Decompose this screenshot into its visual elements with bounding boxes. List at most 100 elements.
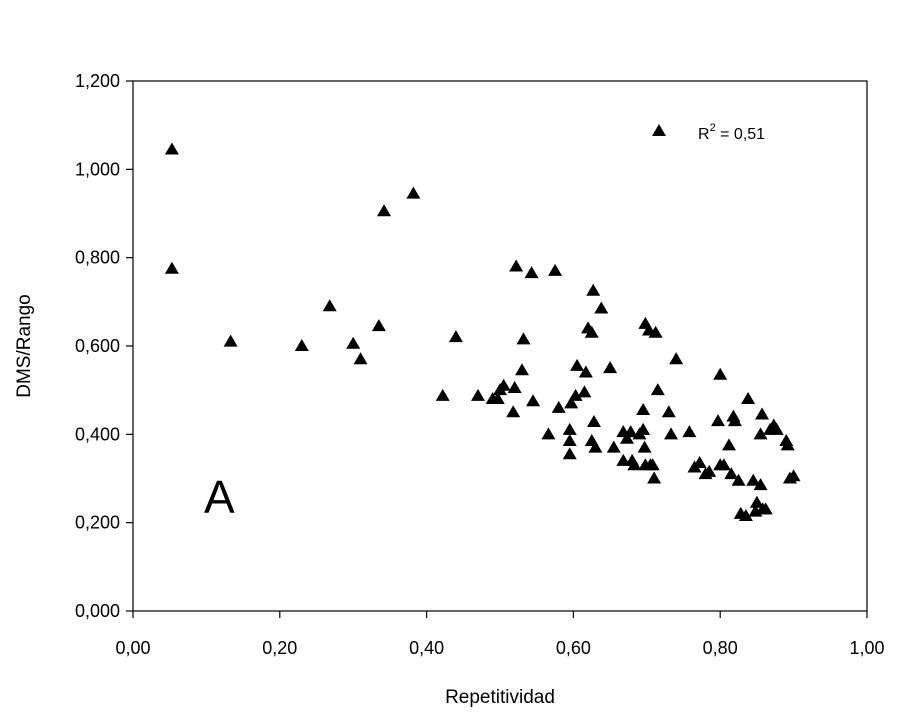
data-point xyxy=(746,473,761,486)
data-point xyxy=(780,438,795,451)
data-point xyxy=(506,405,521,418)
data-point xyxy=(586,283,601,296)
data-point xyxy=(692,456,707,469)
data-point xyxy=(627,458,642,471)
data-point xyxy=(594,301,609,314)
data-point xyxy=(353,352,368,365)
data-point xyxy=(562,422,577,435)
data-point xyxy=(164,142,179,155)
data-point xyxy=(669,352,684,365)
data-point xyxy=(406,186,421,199)
legend-marker xyxy=(652,124,666,136)
y-axis-title: DMS/Rango xyxy=(14,294,35,398)
data-point xyxy=(562,447,577,460)
data-point xyxy=(294,339,309,351)
x-tick-label: 0,40 xyxy=(409,638,444,658)
data-point xyxy=(647,471,662,484)
data-points xyxy=(164,142,801,522)
data-point xyxy=(570,358,585,371)
data-point xyxy=(664,427,679,440)
data-point xyxy=(377,204,392,217)
data-point xyxy=(526,394,541,407)
data-point xyxy=(753,427,768,440)
data-point xyxy=(564,396,579,409)
data-point xyxy=(623,425,638,438)
data-point xyxy=(716,458,731,471)
x-tick-label: 0,20 xyxy=(262,638,297,658)
legend: R2 = 0,51 xyxy=(652,122,765,143)
data-point xyxy=(702,464,717,477)
y-tick-label: 0,400 xyxy=(75,424,120,444)
data-point xyxy=(507,380,522,393)
y-tick-label: 0,800 xyxy=(75,248,120,268)
data-point xyxy=(741,392,756,404)
data-point xyxy=(710,414,725,427)
data-point xyxy=(435,388,450,401)
data-point xyxy=(524,266,539,279)
legend-r: R xyxy=(698,126,710,143)
x-tick-label: 0,80 xyxy=(703,638,738,658)
y-tick-label: 1,200 xyxy=(75,71,120,91)
plot-area xyxy=(132,80,868,612)
data-point xyxy=(650,383,665,396)
legend-value: = 0,51 xyxy=(716,126,765,143)
y-tick-label: 0,600 xyxy=(75,336,120,356)
x-tick-label: 0,00 xyxy=(115,638,150,658)
legend-label: R2 = 0,51 xyxy=(698,122,765,143)
data-point xyxy=(648,325,663,338)
x-axis-title: Repetitividad xyxy=(445,687,555,708)
data-point xyxy=(786,469,801,482)
data-point xyxy=(769,422,784,435)
data-point xyxy=(636,403,651,416)
data-point xyxy=(731,473,746,486)
x-tick-label: 1,00 xyxy=(849,638,884,658)
data-point xyxy=(448,330,463,343)
data-point xyxy=(727,414,742,427)
data-point xyxy=(661,405,676,418)
data-point xyxy=(738,509,753,522)
data-point xyxy=(603,361,618,374)
data-point xyxy=(588,440,603,453)
data-point xyxy=(758,502,773,515)
data-point xyxy=(516,332,531,345)
data-point xyxy=(722,438,737,451)
legend-superscript: 2 xyxy=(710,122,716,134)
data-point xyxy=(724,467,739,480)
data-point xyxy=(606,440,621,453)
data-point xyxy=(562,433,577,446)
data-point xyxy=(636,422,651,435)
data-point xyxy=(753,478,768,491)
data-point xyxy=(682,425,697,438)
y-tick-label: 0,200 xyxy=(75,513,120,533)
data-point xyxy=(568,388,583,401)
data-point xyxy=(346,336,361,349)
data-point xyxy=(515,363,530,376)
data-point xyxy=(577,385,592,398)
data-point xyxy=(586,414,601,427)
data-point xyxy=(496,378,511,391)
data-point xyxy=(616,453,631,466)
data-point xyxy=(322,299,337,312)
data-point xyxy=(490,392,505,404)
y-axis: 0,000 0,200 0,400 0,600 0,800 1,000 1,200 xyxy=(75,71,133,621)
data-point xyxy=(584,325,599,338)
data-point xyxy=(755,407,770,420)
data-point xyxy=(371,319,386,332)
data-point xyxy=(164,261,179,274)
data-point xyxy=(713,367,728,380)
data-point xyxy=(223,334,238,347)
data-point xyxy=(470,388,485,401)
data-point xyxy=(578,365,593,378)
data-point xyxy=(551,400,566,413)
data-point xyxy=(541,427,556,440)
data-point xyxy=(645,458,660,471)
data-point xyxy=(637,440,652,453)
panel-letter: A xyxy=(204,471,235,523)
y-tick-label: 1,000 xyxy=(75,159,120,179)
x-axis: 0,00 0,20 0,40 0,60 0,80 1,00 xyxy=(115,611,885,658)
y-tick-label: 0,000 xyxy=(75,601,120,621)
x-tick-label: 0,60 xyxy=(556,638,591,658)
data-point xyxy=(619,431,634,444)
data-point xyxy=(548,263,563,276)
